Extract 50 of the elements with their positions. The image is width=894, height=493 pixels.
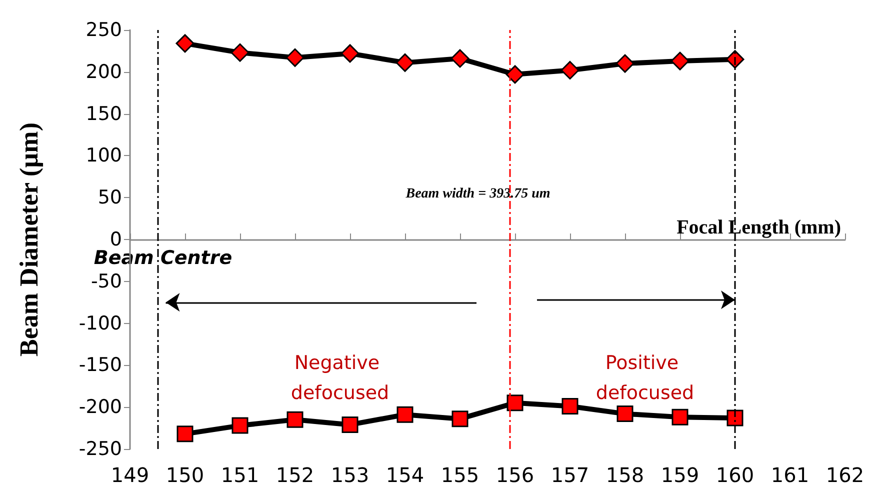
x-tick-label: 160	[716, 463, 754, 487]
point	[452, 410, 468, 428]
point	[232, 417, 248, 434]
point	[342, 416, 358, 433]
y-tick-label: -150	[78, 354, 122, 376]
point	[616, 406, 634, 422]
point	[726, 410, 744, 426]
y-tick-label: 50	[98, 186, 122, 209]
annotation: Negative defocused	[290, 352, 390, 404]
x-tick-label: 153	[330, 463, 370, 487]
point	[450, 49, 470, 68]
y-tick-label: 200	[86, 60, 122, 83]
x-tick-label: 158	[606, 463, 644, 487]
point	[230, 43, 250, 62]
x-tick-label: 149	[110, 463, 150, 487]
y-tick-label: -250	[78, 438, 122, 460]
point	[396, 53, 414, 72]
y-tick-label: 100	[86, 144, 122, 167]
point	[616, 54, 634, 73]
point	[396, 406, 414, 423]
point	[672, 408, 688, 426]
x-axis-title: Focal Length (mm)	[676, 216, 841, 238]
x-tick-label: 159	[660, 463, 700, 487]
x-tick-label: 161	[770, 463, 810, 487]
point	[176, 34, 194, 53]
y-axis-title: Beam Diameter (µm)	[14, 122, 44, 356]
x-tick-label: 151	[220, 463, 260, 487]
x-tick-label: 157	[550, 463, 590, 487]
y-tick-label: 150	[86, 102, 122, 125]
y-tick-label: 250	[86, 19, 122, 41]
point	[340, 44, 360, 63]
point	[560, 60, 580, 80]
point	[506, 394, 524, 412]
point	[176, 426, 194, 442]
x-tick-label: 150	[166, 463, 204, 487]
x-tick-label: 154	[386, 463, 424, 487]
y-tick-label: -50	[90, 270, 122, 292]
x-tick-label: 156	[496, 463, 534, 487]
y-tick-label: -100	[78, 312, 122, 334]
y-tick-label: -200	[78, 396, 122, 418]
point	[286, 48, 304, 67]
annotation: Beam width = 393.75 um	[404, 186, 550, 202]
point	[670, 52, 690, 70]
point	[286, 411, 304, 428]
x-tick-label: 152	[276, 463, 314, 487]
x-tick-label: 155	[440, 463, 480, 487]
annotation: Positive defocused	[596, 352, 694, 404]
point	[562, 398, 578, 415]
x-tick-label: 162	[826, 463, 864, 487]
point	[506, 65, 524, 84]
